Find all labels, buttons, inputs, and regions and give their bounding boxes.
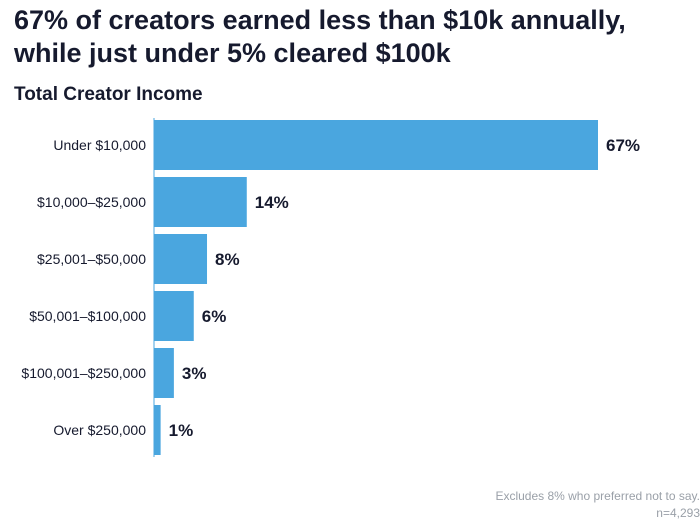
chart-headline: 67% of creators earned less than $10k an… xyxy=(14,4,694,70)
data-label: 3% xyxy=(182,364,207,383)
headline-line-1: 67% of creators earned less than $10k an… xyxy=(14,5,626,35)
bar xyxy=(154,291,194,341)
data-label: 1% xyxy=(169,421,194,440)
footnote: Excludes 8% who preferred not to say. n=… xyxy=(495,488,700,522)
category-label: $10,000–$25,000 xyxy=(37,194,146,210)
bar xyxy=(154,234,208,284)
footnote-sample-size: n=4,293 xyxy=(656,506,700,520)
headline-line-2: while just under 5% cleared $100k xyxy=(14,38,451,68)
category-label: $100,001–$250,000 xyxy=(21,365,146,381)
data-label: 6% xyxy=(202,307,227,326)
category-label: $25,001–$50,000 xyxy=(37,251,146,267)
chart-title: Total Creator Income xyxy=(14,84,203,105)
bar xyxy=(154,405,161,455)
footnote-exclusion: Excludes 8% who preferred not to say. xyxy=(495,489,700,503)
bar xyxy=(154,177,247,227)
category-label: $50,001–$100,000 xyxy=(29,308,146,324)
data-label: 67% xyxy=(606,136,640,155)
bar-chart: Under $10,000 67% $10,000–$25,000 14% $25,00… xyxy=(21,118,640,457)
category-label: Over $250,000 xyxy=(53,422,146,438)
bar xyxy=(154,120,598,170)
category-label: Under $10,000 xyxy=(53,137,146,153)
data-label: 14% xyxy=(255,193,289,212)
bar xyxy=(154,348,174,398)
data-label: 8% xyxy=(215,250,240,269)
